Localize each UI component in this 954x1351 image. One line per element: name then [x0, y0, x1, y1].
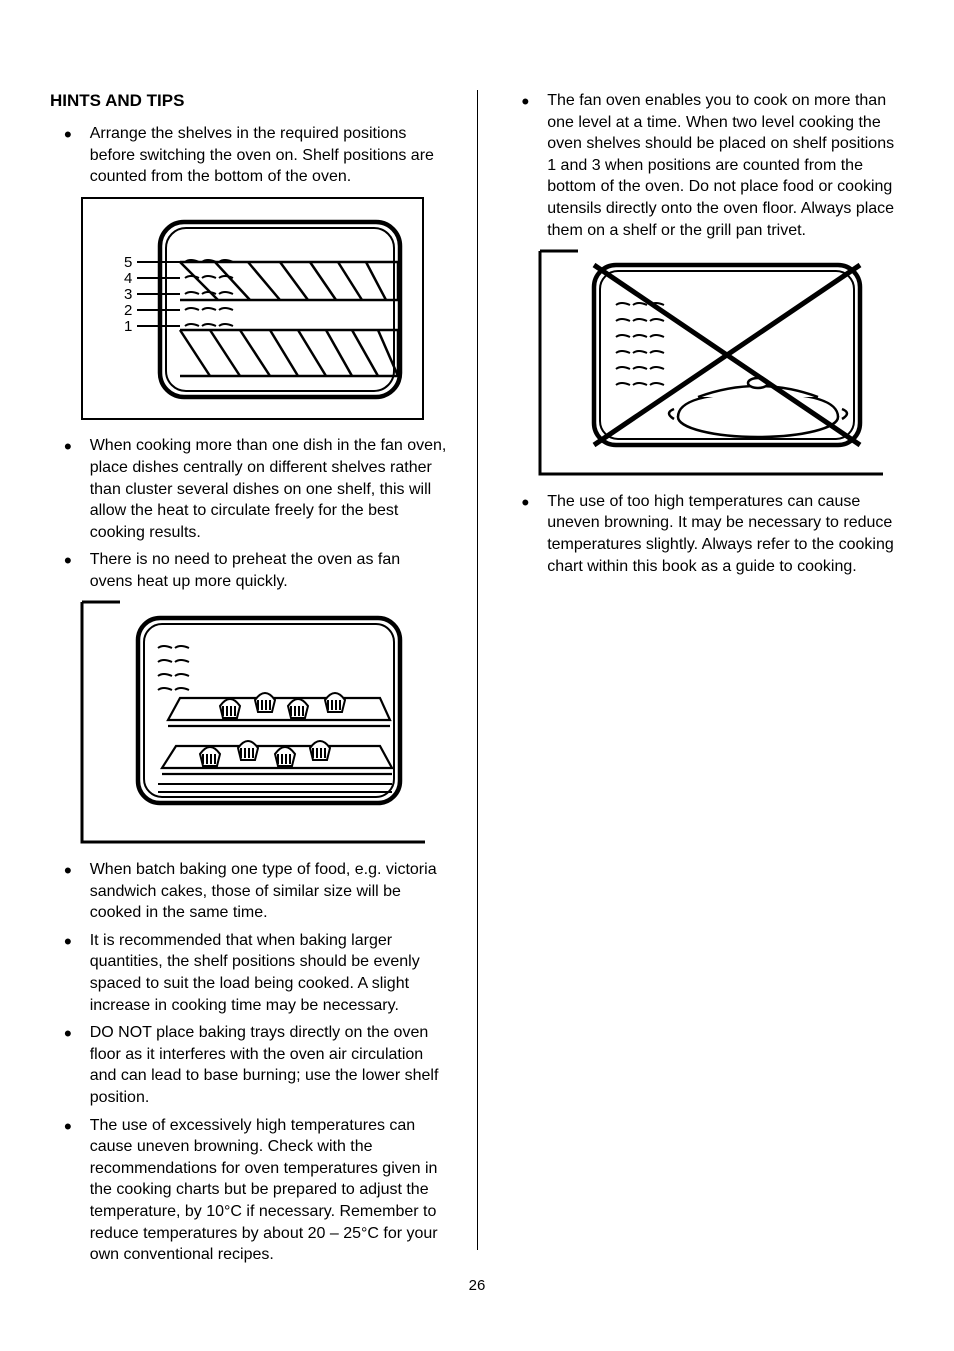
page-number: 26	[0, 1276, 954, 1296]
shelf-label: 4	[124, 270, 132, 287]
page: HINTS AND TIPS • Arrange the shelves in …	[0, 0, 954, 1342]
column-divider	[477, 90, 478, 1250]
bullet-item: • When cooking more than one dish in the…	[50, 435, 447, 543]
left-column: HINTS AND TIPS • Arrange the shelves in …	[50, 90, 447, 1272]
bullet-item: • The fan oven enables you to cook on mo…	[508, 90, 905, 241]
bullet-icon: •	[64, 860, 72, 882]
bullet-item: • When batch baking one type of food, e.…	[50, 859, 447, 924]
bullet-text: It is recommended that when baking large…	[90, 930, 447, 1016]
bullet-item: • Arrange the shelves in the required po…	[50, 123, 447, 188]
bullet-text: Arrange the shelves in the required posi…	[90, 123, 447, 188]
bullet-icon: •	[522, 492, 530, 514]
bullet-icon: •	[64, 436, 72, 458]
hints-heading: HINTS AND TIPS	[50, 90, 447, 113]
shelf-label: 1	[124, 318, 132, 335]
bullet-item: • The use of excessively high temperatur…	[50, 1115, 447, 1266]
bullet-text: The fan oven enables you to cook on more…	[547, 90, 904, 241]
shelf-label: 3	[124, 286, 132, 303]
bullet-item: • The use of too high temperatures can c…	[508, 491, 905, 577]
bullet-text: When batch baking one type of food, e.g.…	[90, 859, 447, 924]
bullet-text: The use of too high temperatures can cau…	[547, 491, 904, 577]
figure-no-floor-dish	[538, 249, 905, 483]
bullet-icon: •	[522, 91, 530, 113]
bullet-item: • There is no need to preheat the oven a…	[50, 549, 447, 592]
bullet-item: • It is recommended that when baking lar…	[50, 930, 447, 1016]
figure-batch-baking	[80, 600, 447, 851]
figure-shelf-levels: 5 4 3 2 1	[80, 196, 447, 428]
shelf-label: 2	[124, 302, 132, 319]
bullet-text: There is no need to preheat the oven as …	[90, 549, 447, 592]
shelf-label: 5	[124, 254, 132, 271]
bullet-icon: •	[64, 550, 72, 572]
bullet-text: The use of excessively high temperatures…	[90, 1115, 447, 1266]
bullet-text: When cooking more than one dish in the f…	[90, 435, 447, 543]
right-column: • The fan oven enables you to cook on mo…	[508, 90, 905, 1272]
bullet-item: • DO NOT place baking trays directly on …	[50, 1022, 447, 1108]
bullet-icon: •	[64, 1116, 72, 1138]
bullet-icon: •	[64, 931, 72, 953]
bullet-text: DO NOT place baking trays directly on th…	[90, 1022, 447, 1108]
bullet-icon: •	[64, 1023, 72, 1045]
bullet-icon: •	[64, 124, 72, 146]
